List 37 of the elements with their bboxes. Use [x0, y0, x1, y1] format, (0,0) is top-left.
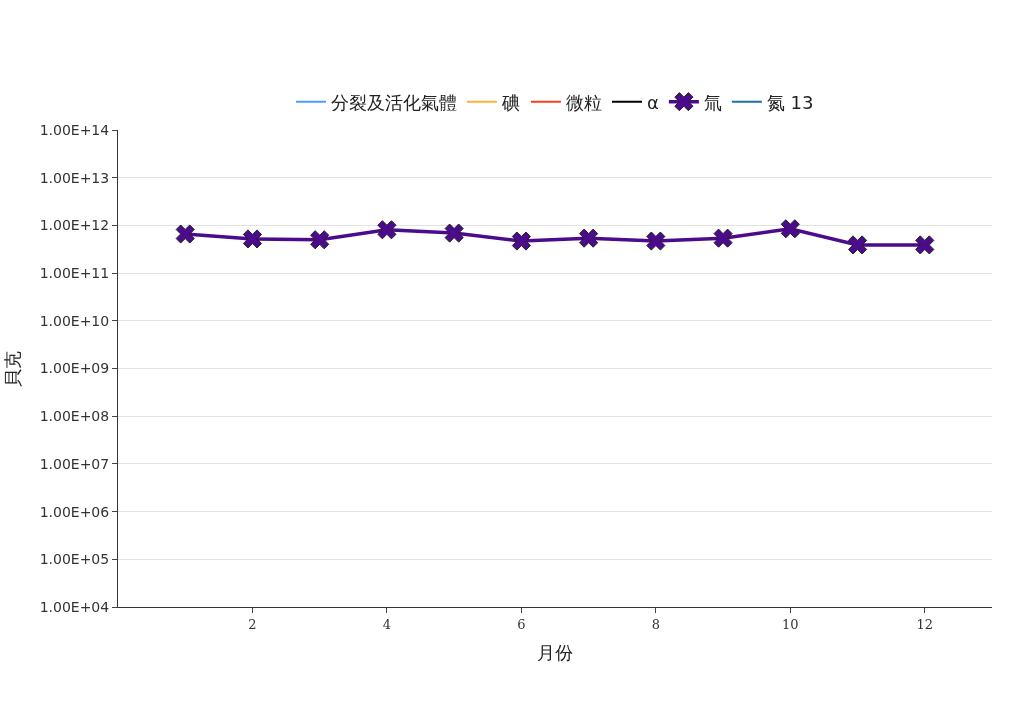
y-tick-label: 1.00E+05 — [39, 551, 110, 568]
y-tick-label: 1.00E+12 — [39, 217, 110, 234]
x-tick-label: 10 — [782, 616, 799, 632]
point — [915, 235, 935, 255]
point — [310, 230, 330, 250]
x-tick-label: 8 — [651, 616, 660, 632]
y-tick-label: 1.00E+13 — [39, 169, 110, 186]
y-tick-label: 1.00E+04 — [39, 598, 110, 615]
point — [579, 228, 599, 248]
x-tick-label: 6 — [517, 616, 526, 632]
point — [646, 231, 666, 251]
y-tick-label: 1.00E+06 — [39, 503, 110, 520]
y-tick-label: 1.00E+11 — [39, 265, 110, 281]
point — [713, 228, 733, 248]
y-tick-label: 1.00E+14 — [39, 121, 110, 138]
point — [377, 220, 397, 240]
legend-label: 氚 — [703, 91, 722, 113]
legend-label: 分裂及活化氣體 — [331, 91, 457, 113]
x-axis-title: 月份 — [537, 641, 573, 663]
y-axis-title: 貝克 — [1, 350, 23, 387]
y-tick-label: 1.00E+08 — [39, 408, 110, 425]
y-tick-label: 1.00E+10 — [39, 312, 110, 329]
y-tick-label: 1.00E+07 — [39, 455, 110, 472]
legend-label: 氮 13 — [766, 91, 814, 113]
point — [175, 224, 195, 244]
x-tick-label: 12 — [916, 616, 934, 632]
legend-label: 碘 — [501, 91, 520, 113]
legend-label: 微粒 — [566, 91, 602, 113]
point — [847, 235, 868, 255]
point — [242, 229, 263, 249]
point — [780, 219, 800, 239]
x-tick-label: 4 — [382, 616, 392, 632]
y-tick-label: 1.00E+09 — [39, 360, 110, 377]
legend-label: α — [647, 91, 659, 113]
point — [444, 223, 464, 243]
x-tick-label: 2 — [248, 616, 257, 632]
point — [511, 231, 531, 251]
